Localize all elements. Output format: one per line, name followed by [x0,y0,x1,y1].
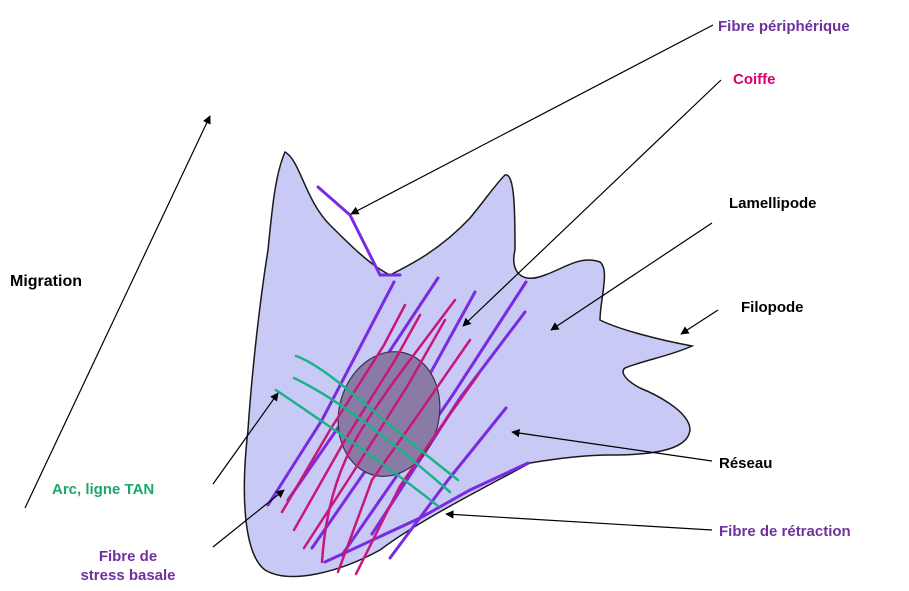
peripheral-fiber-top [316,185,402,277]
label-fibre-de-stress-basale-line2: stress basale [80,567,176,584]
cell-body [243,150,695,578]
arrow-fibre-peripherique [350,24,714,215]
migration-arrow [24,115,211,509]
label-migration: Migration [10,273,82,290]
label-reseau: Réseau [719,455,773,472]
arrow-lamellipode [550,222,713,331]
label-lamellipode: Lamellipode [729,195,817,212]
arrow-coiffe [462,79,722,327]
label-filopode: Filopode [741,299,804,316]
label-coiffe: Coiffe [733,71,776,88]
stress-fiber-6 [388,406,508,560]
arc-fibers [274,354,460,508]
arrow-fibre-retraction [445,510,713,531]
annotation-arrows [24,24,722,548]
label-fibre-de-retraction: Fibre de rétraction [719,523,851,540]
label-fibre-peripherique: Fibre périphérique [718,18,850,35]
arrow-arc-tan [212,392,279,485]
arrow-filopode [680,309,719,335]
arrow-reseau [511,428,713,462]
stress-fiber-4 [340,280,528,557]
label-fibre-de-stress-basale-line1: Fibre de [98,548,158,565]
arrow-stress-basale [212,489,285,548]
label-fibre-de-stress-basale: Fibre de stress basale [48,547,208,585]
label-arc-ligne-tan: Arc, ligne TAN [52,481,155,498]
